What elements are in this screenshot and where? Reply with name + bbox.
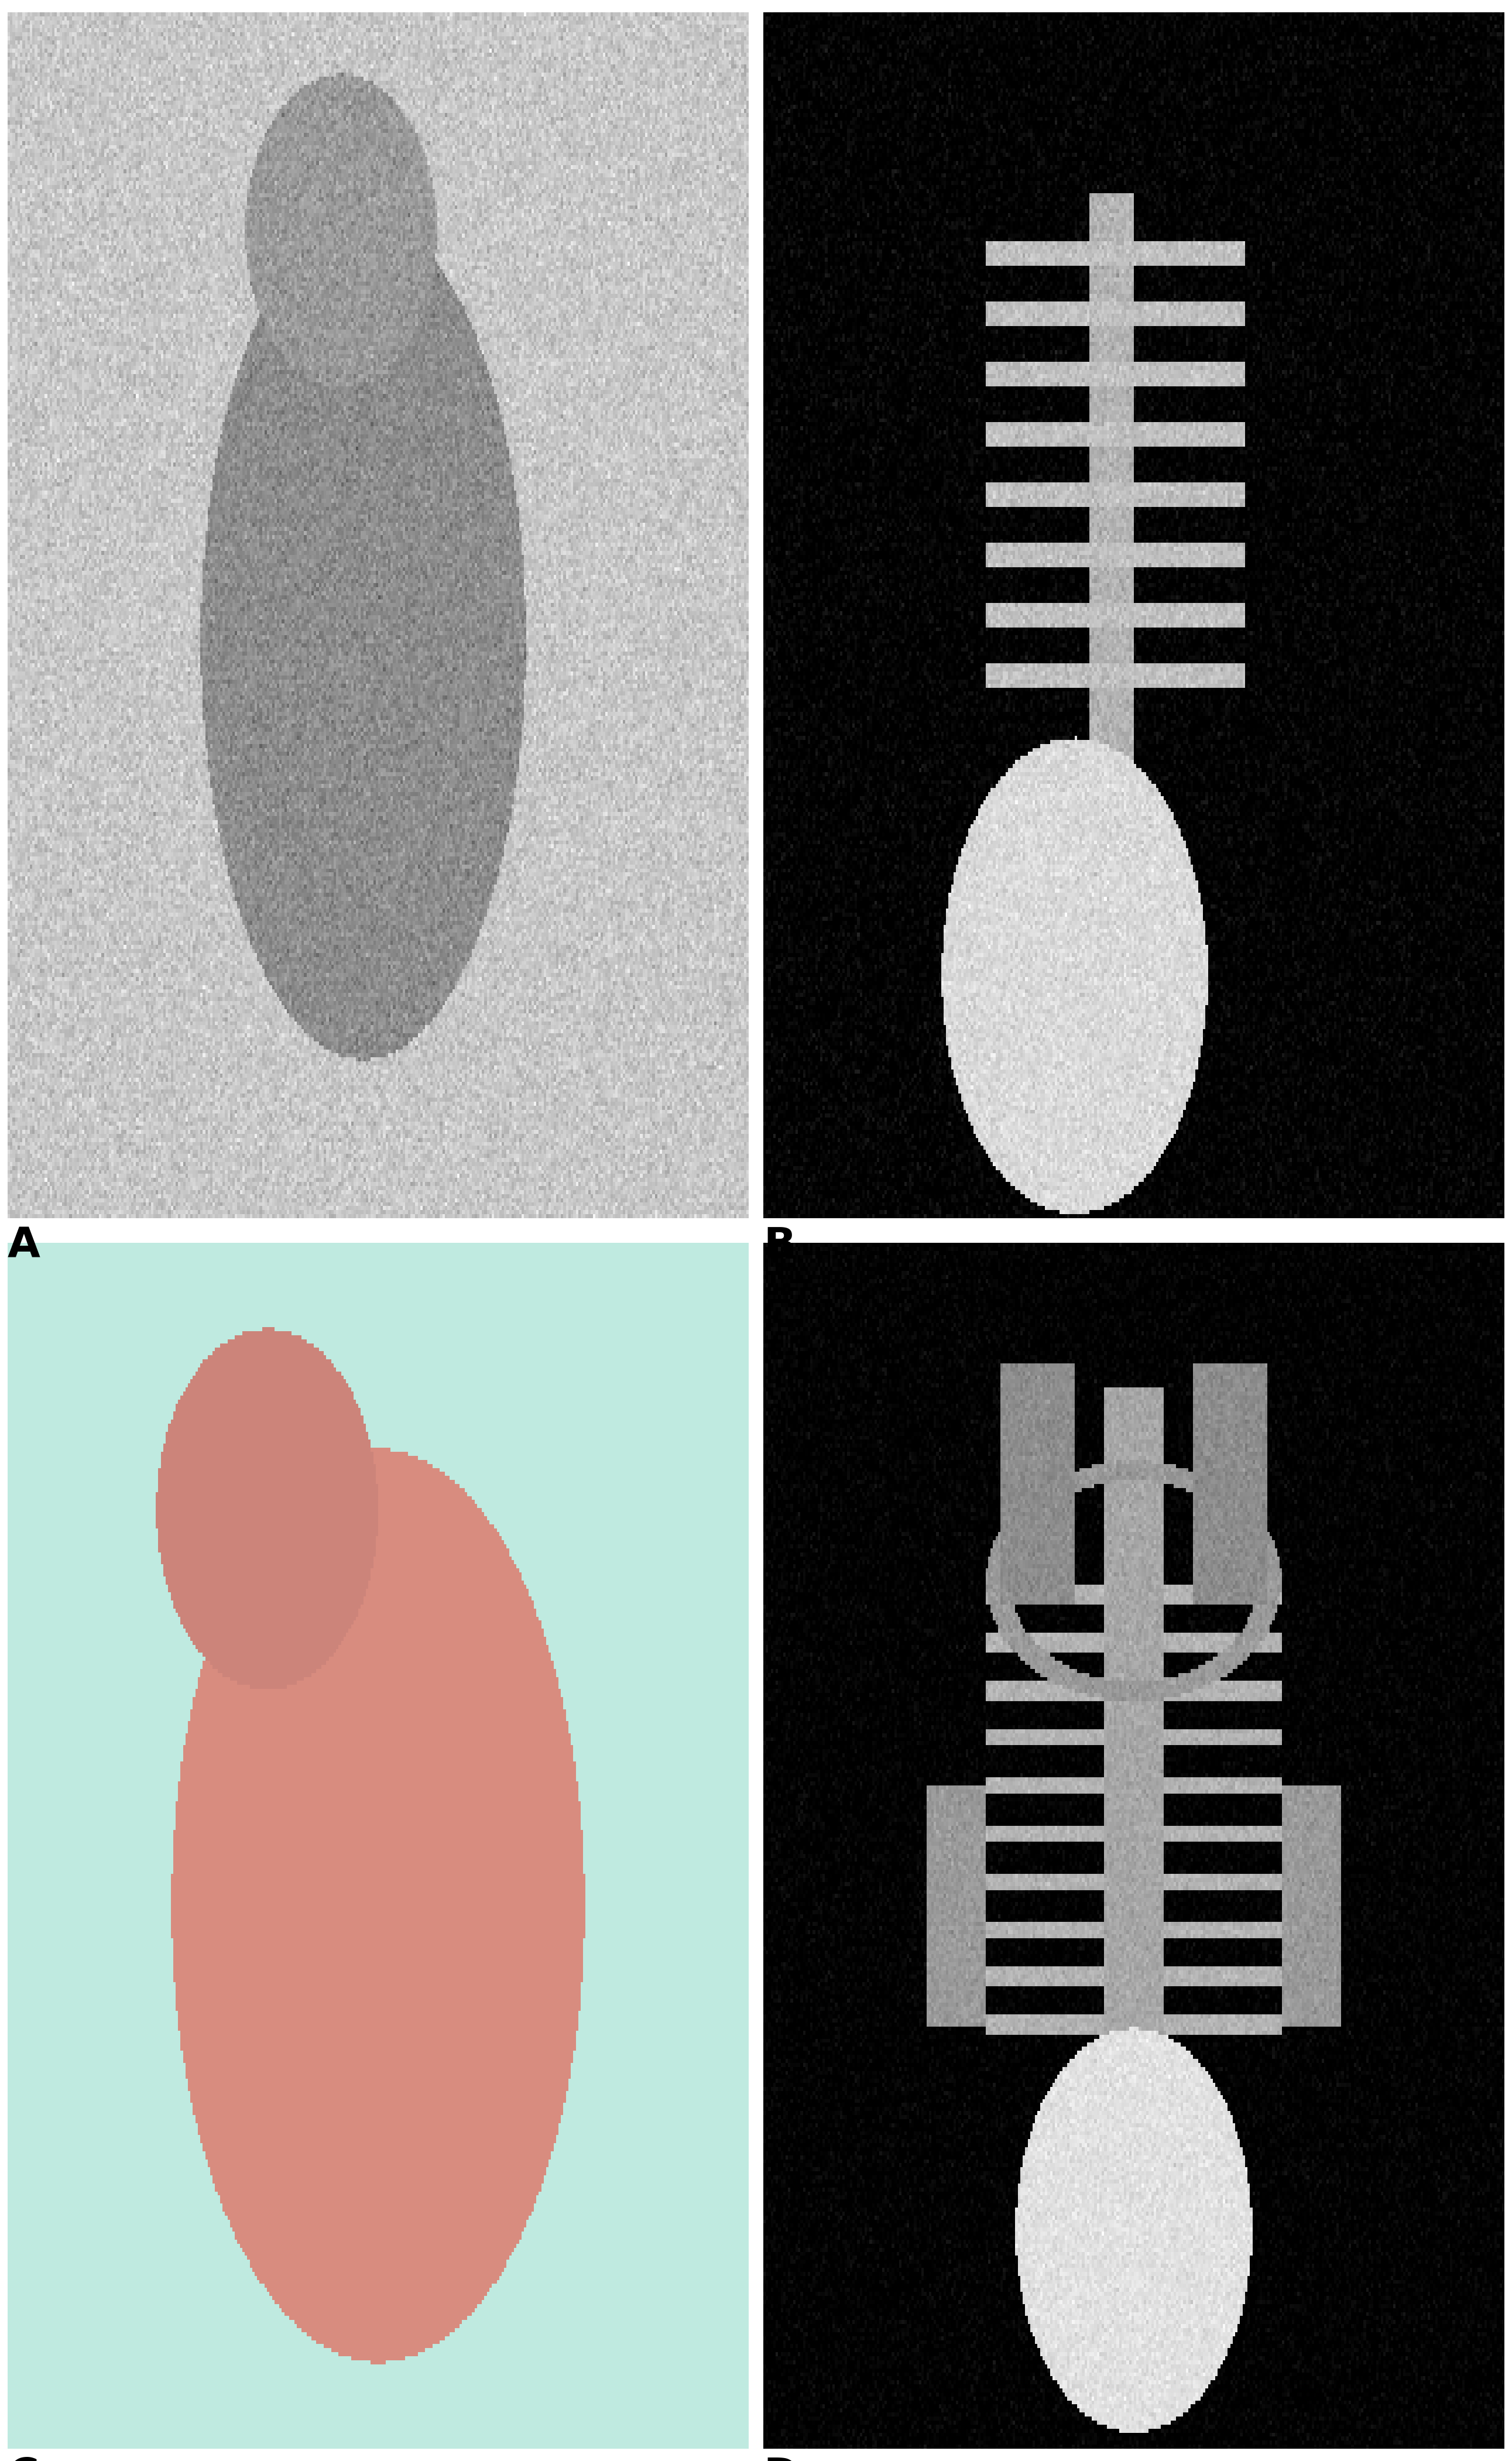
Text: B: B <box>764 1226 795 1265</box>
Text: A: A <box>8 1226 41 1265</box>
Text: C: C <box>8 2456 39 2461</box>
Text: D: D <box>764 2456 798 2461</box>
